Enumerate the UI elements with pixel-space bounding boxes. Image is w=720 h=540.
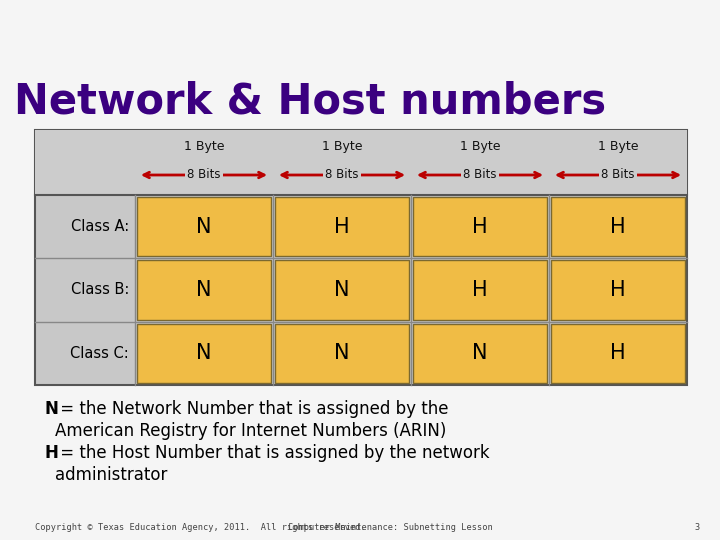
Text: 3: 3 [695,523,700,532]
Text: Computer Maintenance: Subnetting Lesson: Computer Maintenance: Subnetting Lesson [287,523,492,532]
Text: H: H [610,280,626,300]
Bar [275,197,409,256]
Text: 1 Byte: 1 Byte [460,140,500,153]
Bar [413,323,547,383]
Text: 8 Bits: 8 Bits [187,167,221,180]
Text: H: H [45,444,59,462]
Bar [137,323,271,383]
Text: H: H [610,343,626,363]
Text: Class A:: Class A: [71,219,129,234]
Text: 8 Bits: 8 Bits [325,167,359,180]
Bar [137,197,271,256]
Text: administrator: administrator [55,466,167,484]
Bar [275,260,409,320]
Text: N: N [197,280,212,300]
Text: 8 Bits: 8 Bits [463,167,497,180]
Bar [551,197,685,256]
Text: American Registry for Internet Numbers (ARIN): American Registry for Internet Numbers (… [55,422,446,440]
Text: H: H [472,280,488,300]
Text: 8 Bits: 8 Bits [601,167,635,180]
Text: 1 Byte: 1 Byte [322,140,362,153]
Text: Network & Host numbers: Network & Host numbers [14,80,606,122]
Bar [551,260,685,320]
Bar [413,197,547,256]
Text: Class B:: Class B: [71,282,129,298]
Bar [413,260,547,320]
Text: N: N [472,343,487,363]
Text: Copyright © Texas Education Agency, 2011.  All rights reserved.: Copyright © Texas Education Agency, 2011… [35,523,366,532]
Text: N: N [334,343,350,363]
Text: 1 Byte: 1 Byte [184,140,224,153]
Bar [35,130,687,195]
Text: = the Network Number that is assigned by the: = the Network Number that is assigned by… [55,400,449,418]
Text: N: N [45,400,59,418]
Bar [551,323,685,383]
Bar [275,323,409,383]
Text: = the Host Number that is assigned by the network: = the Host Number that is assigned by th… [55,444,490,462]
Bar [35,130,687,385]
Text: Class C:: Class C: [71,346,129,361]
Text: N: N [197,217,212,237]
Text: H: H [472,217,488,237]
Text: N: N [197,343,212,363]
Text: H: H [334,217,350,237]
Text: H: H [610,217,626,237]
Bar [137,260,271,320]
Text: N: N [334,280,350,300]
Text: 1 Byte: 1 Byte [598,140,638,153]
